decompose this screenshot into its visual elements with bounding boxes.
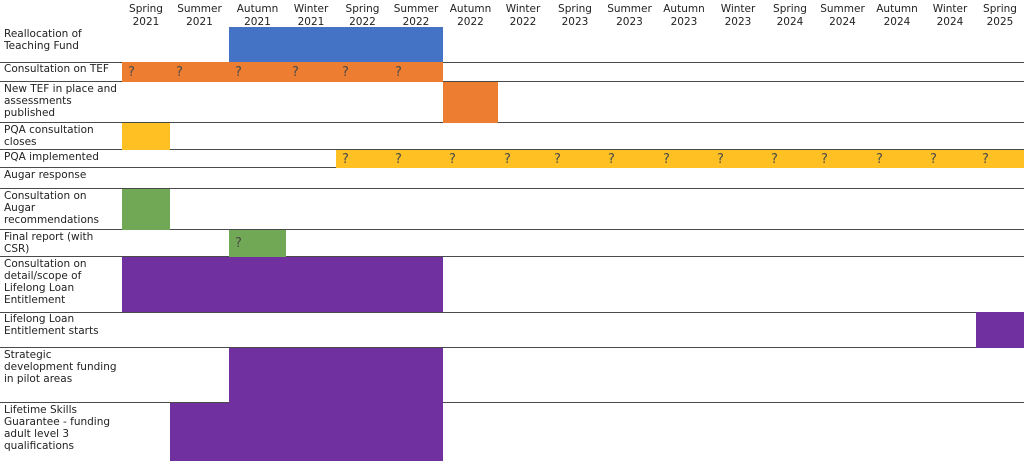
- season-header: Autumn 2022: [449, 3, 492, 28]
- row-label: Lifetime Skills Guarantee - funding adul…: [4, 404, 111, 452]
- season-header: Summer 2023: [607, 3, 652, 28]
- uncertain-mark: ?: [292, 65, 299, 80]
- uncertain-mark: ?: [395, 65, 402, 80]
- row-label: Final report (with CSR): [4, 231, 94, 255]
- uncertain-mark: ?: [235, 236, 242, 251]
- row-label: Consultation on Augar recommendations: [4, 190, 99, 226]
- timeline-bar: [170, 403, 443, 461]
- row-label: Augar response: [4, 169, 87, 181]
- row-divider: [0, 402, 1024, 403]
- uncertain-mark: ?: [176, 65, 183, 80]
- row-divider: [0, 188, 1024, 189]
- row-divider: [0, 312, 1024, 313]
- row-divider: [0, 256, 1024, 257]
- row-divider: [0, 81, 1024, 82]
- uncertain-mark: ?: [717, 152, 724, 167]
- season-header: Spring 2025: [983, 3, 1017, 28]
- uncertain-mark: ?: [821, 152, 828, 167]
- timeline-bar: [229, 27, 443, 62]
- season-header: Summer 2022: [393, 3, 439, 28]
- timeline-bar: [976, 312, 1024, 348]
- timeline-bar: [122, 123, 170, 150]
- season-header: Spring 2023: [558, 3, 592, 28]
- timeline-bar: [122, 257, 443, 312]
- season-header: Winter 2021: [293, 3, 329, 28]
- season-header: Winter 2022: [505, 3, 541, 28]
- row-label: PQA implemented: [4, 151, 99, 163]
- timeline-bar: [122, 189, 170, 230]
- row-label: Consultation on TEF: [4, 63, 109, 75]
- uncertain-mark: ?: [449, 152, 456, 167]
- uncertain-mark: ?: [982, 152, 989, 167]
- uncertain-mark: ?: [342, 65, 349, 80]
- row-divider: [0, 149, 1024, 150]
- season-header: Autumn 2023: [663, 3, 705, 28]
- season-header: Autumn 2021: [236, 3, 279, 28]
- timeline-bar: [122, 62, 443, 82]
- timeline-bar: [229, 230, 286, 257]
- timeline-bar: [229, 348, 443, 403]
- season-header: Summer 2021: [177, 3, 222, 28]
- uncertain-mark: ?: [771, 152, 778, 167]
- row-label: Lifelong Loan Entitlement starts: [4, 313, 99, 337]
- timeline-bar: [336, 150, 1024, 168]
- season-header: Winter 2024: [932, 3, 968, 28]
- season-header: Winter 2023: [720, 3, 756, 28]
- uncertain-mark: ?: [342, 152, 349, 167]
- uncertain-mark: ?: [554, 152, 561, 167]
- row-label: New TEF in place and assessments publish…: [4, 83, 117, 119]
- uncertain-mark: ?: [876, 152, 883, 167]
- uncertain-mark: ?: [128, 65, 135, 80]
- season-header: Autumn 2024: [876, 3, 918, 28]
- season-header: Summer 2024: [820, 3, 865, 28]
- season-header: Spring 2022: [345, 3, 380, 28]
- row-label: Strategic development funding in pilot a…: [4, 349, 117, 385]
- season-header: Spring 2024: [773, 3, 807, 28]
- uncertain-mark: ?: [663, 152, 670, 167]
- uncertain-mark: ?: [504, 152, 511, 167]
- row-label: Consultation on detail/scope of Lifelong…: [4, 258, 87, 306]
- uncertain-mark: ?: [608, 152, 615, 167]
- row-divider: [0, 62, 1024, 63]
- row-label: Reallocation of Teaching Fund: [4, 28, 82, 52]
- uncertain-mark: ?: [395, 152, 402, 167]
- row-divider: [0, 122, 1024, 123]
- uncertain-mark: ?: [930, 152, 937, 167]
- row-label: PQA consultation closes: [4, 124, 94, 148]
- row-divider: [0, 347, 1024, 348]
- uncertain-mark: ?: [235, 65, 242, 80]
- row-divider: [0, 229, 1024, 230]
- season-header: Spring 2021: [129, 3, 163, 28]
- timeline-bar: [443, 82, 498, 123]
